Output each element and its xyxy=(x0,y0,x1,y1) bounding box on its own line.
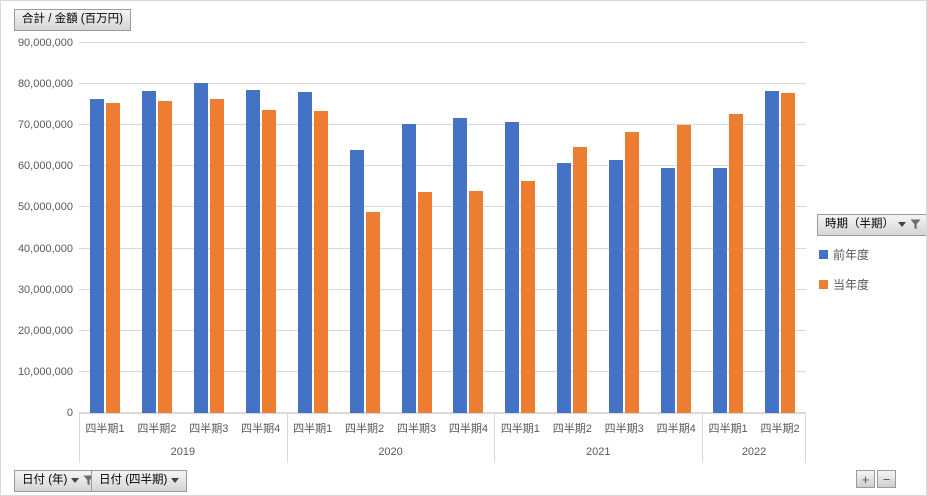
bar-当年度-2021-四半期2[interactable] xyxy=(573,146,588,413)
legend-label: 前年度 xyxy=(833,248,870,262)
bar-当年度-2021-四半期1[interactable] xyxy=(521,181,536,413)
x-quarter-label: 四半期3 xyxy=(189,423,229,435)
y-tick-label: 70,000,000 xyxy=(17,119,73,132)
quarter-field-label: 日付 (四半期) xyxy=(99,474,168,486)
y-tick-label: 40,000,000 xyxy=(17,242,73,255)
axis-separator xyxy=(702,413,704,463)
axis-separator xyxy=(805,413,806,463)
value-field-label: 合計 / 金額 (百万円) xyxy=(22,13,123,25)
axis-separator xyxy=(494,413,496,463)
bar-当年度-2021-四半期3[interactable] xyxy=(625,131,640,413)
y-tick-label: 10,000,000 xyxy=(17,365,73,378)
bar-前年度-2021-四半期3[interactable] xyxy=(609,160,624,413)
y-tick-label: 30,000,000 xyxy=(17,283,73,296)
x-quarter-label: 四半期2 xyxy=(345,423,385,435)
gridline xyxy=(79,247,806,249)
bar-前年度-2019-四半期4[interactable] xyxy=(245,90,260,413)
legend-item-前年度: 前年度 xyxy=(819,246,869,263)
x-quarter-label: 四半期1 xyxy=(500,423,540,435)
legend-swatch-icon xyxy=(819,250,828,259)
value-field-button[interactable]: 合計 / 金額 (百万円) xyxy=(14,9,131,31)
bar-前年度-2022-四半期2[interactable] xyxy=(765,90,780,413)
x-quarter-label: 四半期2 xyxy=(137,423,177,435)
legend-field-button[interactable]: 時期（半期） xyxy=(817,214,926,236)
x-axis-labels: 四半期1 四半期2 四半期3 四半期4 四半期1 四半期2 四半期3 四半期4 四半期1 四半期2… xyxy=(79,413,806,465)
chevron-down-icon xyxy=(171,478,180,484)
legend-swatch-icon xyxy=(819,280,828,289)
filter-icon xyxy=(910,219,921,230)
x-quarter-label: 四半期1 xyxy=(85,423,125,435)
y-tick-label: 60,000,000 xyxy=(17,160,73,173)
chevron-down-icon xyxy=(898,222,906,228)
x-quarter-label: 四半期4 xyxy=(241,423,281,435)
x-quarter-label: 四半期2 xyxy=(552,423,592,435)
legend-item-当年度: 当年度 xyxy=(819,276,869,293)
gridline xyxy=(79,412,806,413)
year-field-label: 日付 (年) xyxy=(22,474,68,486)
x-quarter-label: 四半期4 xyxy=(448,423,489,435)
bar-前年度-2021-四半期1[interactable] xyxy=(505,121,520,413)
bar-前年度-2022-四半期1[interactable] xyxy=(713,167,728,413)
bar-当年度-2019-四半期2[interactable] xyxy=(157,100,172,413)
gridline xyxy=(79,165,806,167)
x-quarter-label: 四半期4 xyxy=(656,423,696,435)
y-tick-label: 90,000,000 xyxy=(17,37,73,49)
bar-前年度-2020-四半期2[interactable] xyxy=(349,149,364,413)
plot-area xyxy=(79,42,806,413)
collapse-field-button[interactable]: − xyxy=(877,470,896,488)
bar-前年度-2020-四半期3[interactable] xyxy=(401,124,416,413)
gridline xyxy=(79,124,806,126)
y-tick-label: 50,000,000 xyxy=(17,201,73,214)
y-tick-label: 80,000,000 xyxy=(17,78,73,91)
gridline xyxy=(79,288,806,290)
legend-label: 当年度 xyxy=(833,278,870,292)
bar-前年度-2021-四半期4[interactable] xyxy=(661,167,676,413)
bar-前年度-2020-四半期1[interactable] xyxy=(297,92,312,413)
x-quarter-label: 四半期3 xyxy=(396,423,437,435)
gridline xyxy=(79,42,806,43)
bar-当年度-2020-四半期1[interactable] xyxy=(313,110,328,413)
x-year-label: 2021 xyxy=(586,446,611,458)
x-year-label: 2020 xyxy=(378,446,403,458)
x-year-label: 2022 xyxy=(741,446,767,458)
axis-separator xyxy=(286,413,288,463)
expand-field-button[interactable]: + xyxy=(856,470,875,488)
bar-当年度-2019-四半期4[interactable] xyxy=(261,110,276,413)
axis-separator xyxy=(79,413,80,463)
legend-field-label: 時期（半期） xyxy=(825,218,894,230)
y-tick-label: 0 xyxy=(66,407,73,419)
bar-当年度-2021-四半期4[interactable] xyxy=(677,125,692,413)
bar-当年度-2022-四半期1[interactable] xyxy=(729,114,744,413)
bar-当年度-2019-四半期1[interactable] xyxy=(105,103,120,413)
bar-当年度-2019-四半期3[interactable] xyxy=(209,98,224,413)
bar-前年度-2019-四半期1[interactable] xyxy=(89,98,104,413)
x-quarter-label: 四半期1 xyxy=(708,423,748,435)
chevron-down-icon xyxy=(71,478,80,484)
x-axis-line xyxy=(79,413,806,414)
y-tick-label: 20,000,000 xyxy=(17,324,73,337)
bar-前年度-2019-四半期3[interactable] xyxy=(193,82,208,413)
quarter-field-button[interactable]: 日付 (四半期) xyxy=(91,470,188,492)
x-year-label: 2019 xyxy=(170,446,196,458)
bar-当年度-2022-四半期2[interactable] xyxy=(781,93,796,413)
gridline xyxy=(79,206,806,208)
year-field-button[interactable]: 日付 (年) xyxy=(14,470,103,492)
bar-当年度-2020-四半期3[interactable] xyxy=(417,192,432,413)
gridline xyxy=(79,329,806,331)
x-quarter-label: 四半期3 xyxy=(604,423,644,435)
bar-前年度-2019-四半期2[interactable] xyxy=(141,91,156,413)
x-quarter-label: 四半期1 xyxy=(293,423,333,435)
bar-前年度-2021-四半期2[interactable] xyxy=(557,163,572,413)
x-quarter-label: 四半期2 xyxy=(760,423,800,435)
gridline xyxy=(79,370,806,372)
gridline xyxy=(79,83,806,85)
bar-当年度-2020-四半期2[interactable] xyxy=(365,211,380,413)
bar-当年度-2020-四半期4[interactable] xyxy=(469,191,484,413)
bar-前年度-2020-四半期4[interactable] xyxy=(453,117,468,413)
